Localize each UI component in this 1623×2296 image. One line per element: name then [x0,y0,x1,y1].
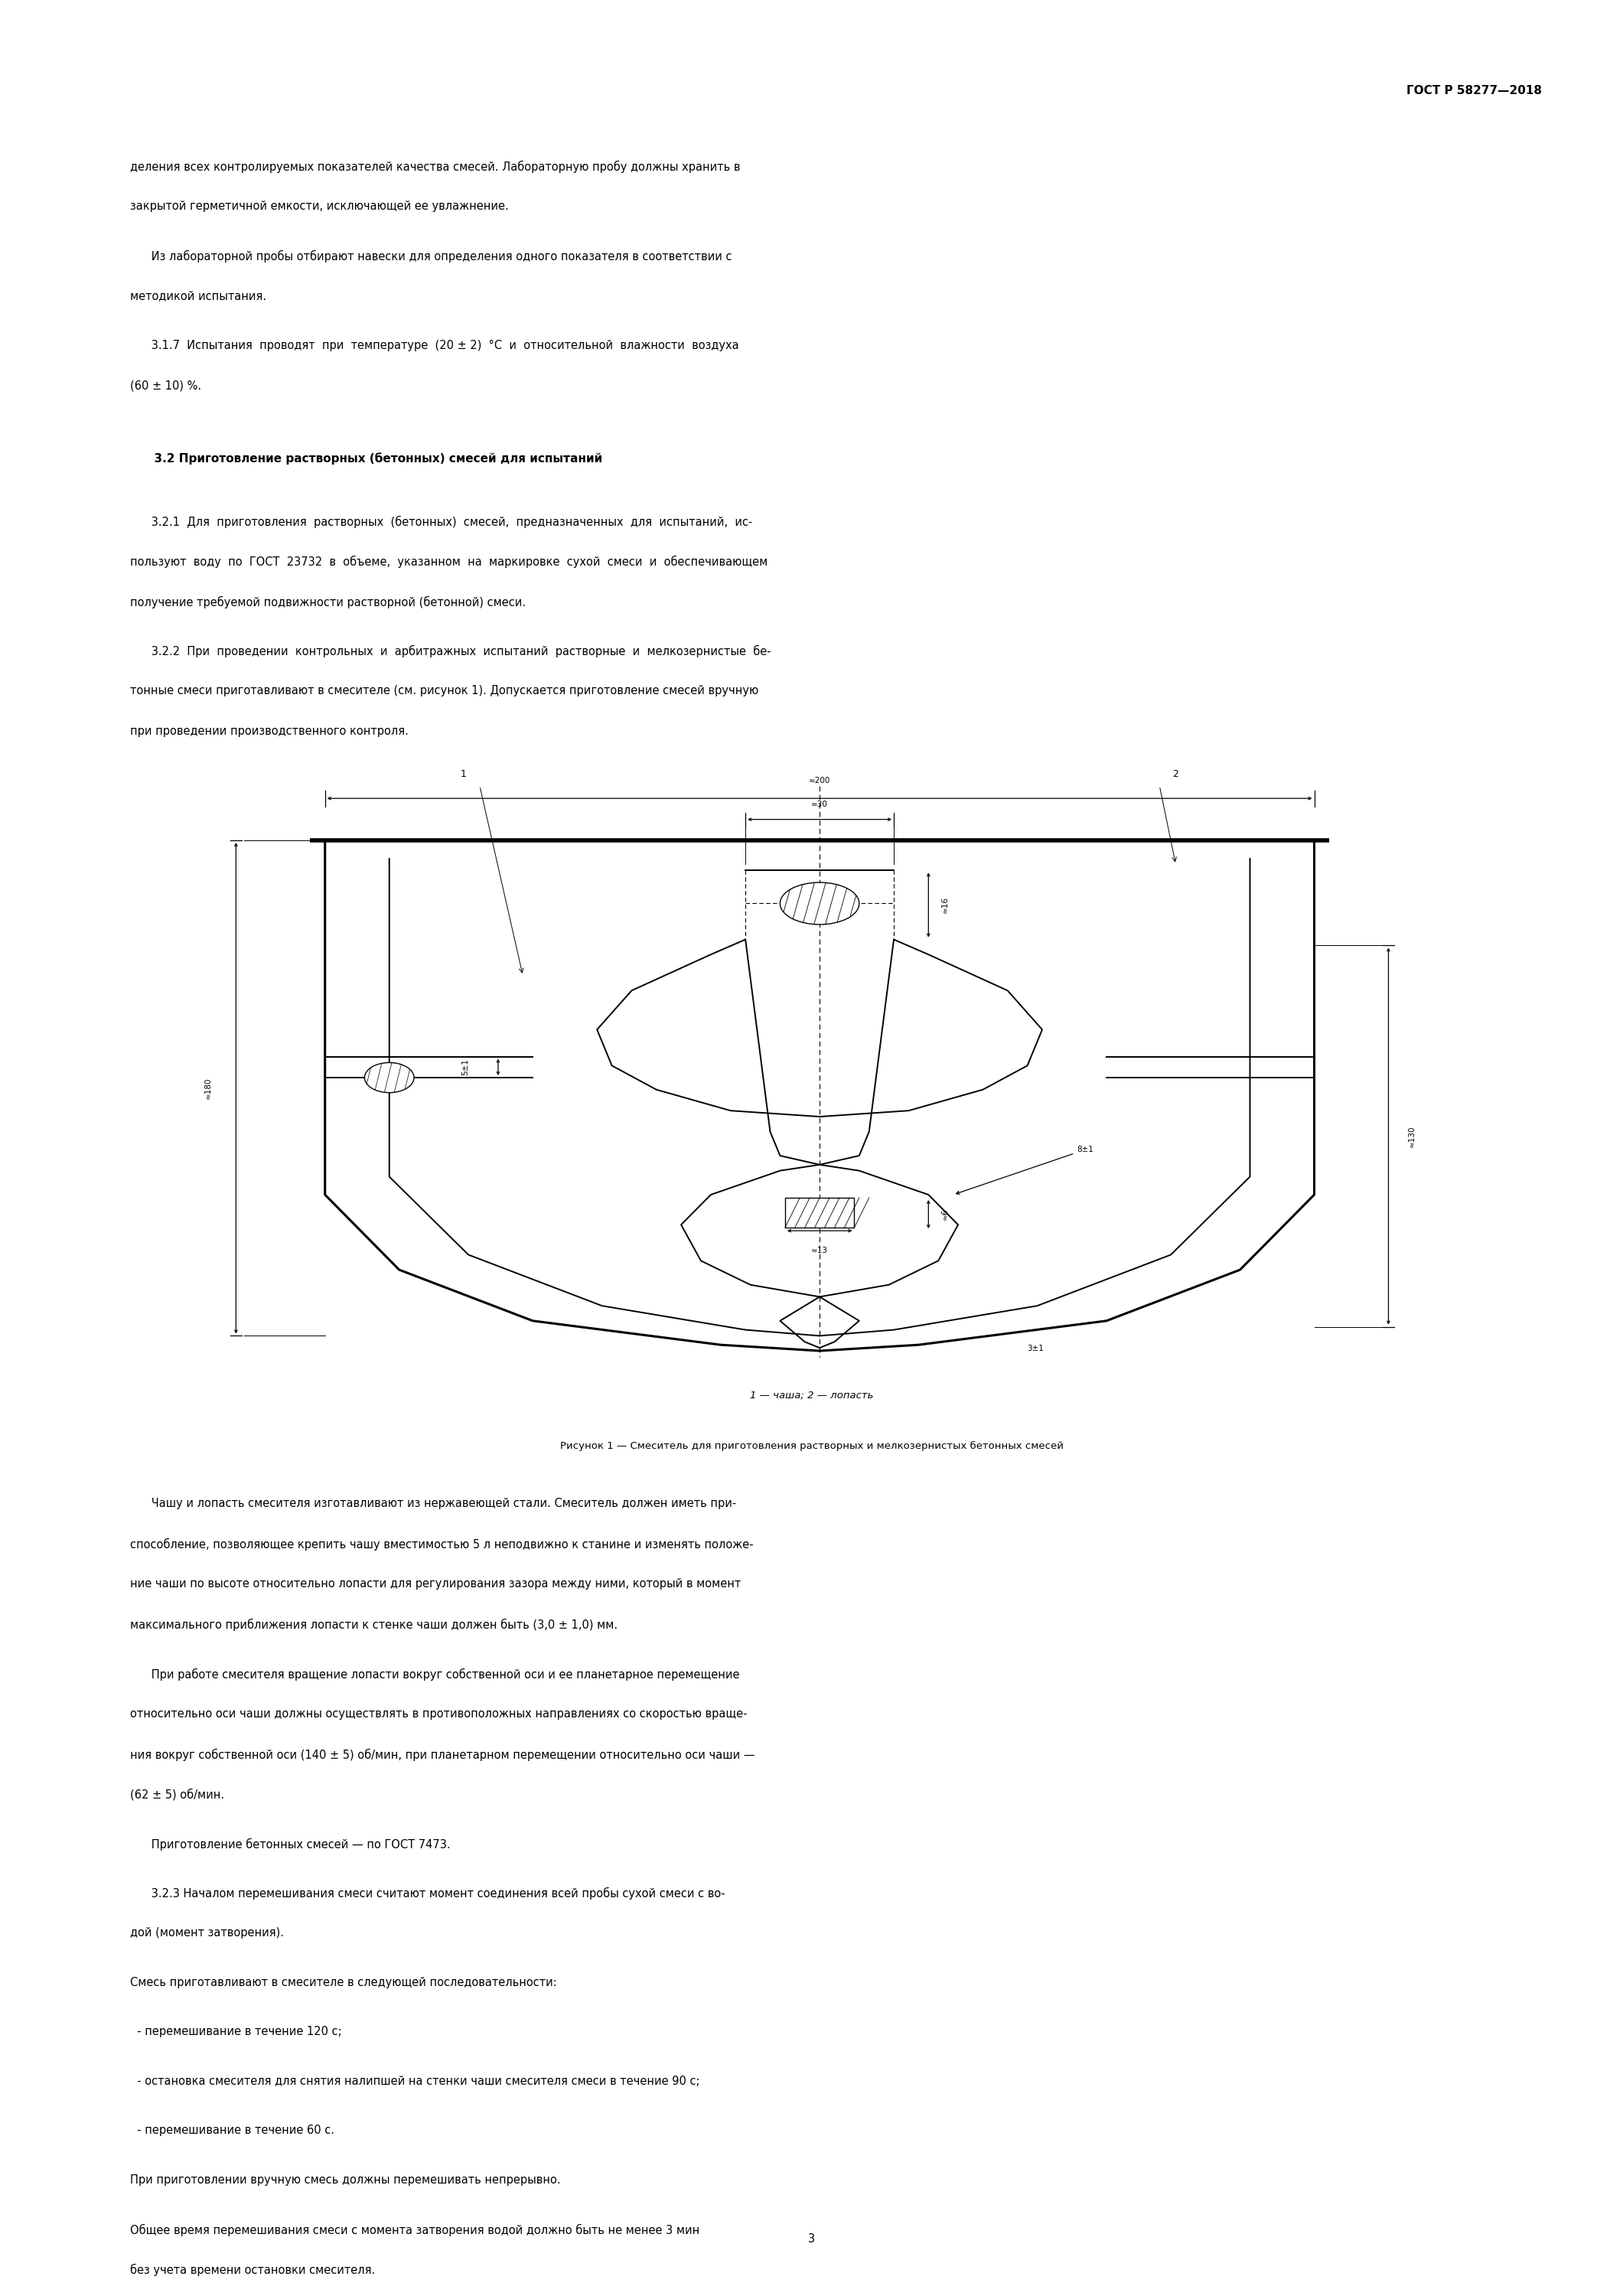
Text: 3.2 Приготовление растворных (бетонных) смесей для испытаний: 3.2 Приготовление растворных (бетонных) … [130,452,602,464]
Text: относительно оси чаши должны осуществлять в противоположных направлениях со скор: относительно оси чаши должны осуществлят… [130,1708,747,1720]
Text: методикой испытания.: методикой испытания. [130,289,266,301]
Text: ГОСТ Р 58277—2018: ГОСТ Р 58277—2018 [1407,85,1542,96]
Ellipse shape [365,1063,414,1093]
Text: 3: 3 [808,2232,815,2245]
Text: Чашу и лопасть смесителя изготавливают из нержавеющей стали. Смеситель должен им: Чашу и лопасть смесителя изготавливают и… [130,1497,737,1508]
Text: Из лабораторной пробы отбирают навески для определения одного показателя в соотв: Из лабораторной пробы отбирают навески д… [130,250,732,262]
Text: тонные смеси приготавливают в смесителе (см. рисунок 1). Допускается приготовлен: тонные смеси приготавливают в смесителе … [130,684,758,696]
Text: 3±1: 3±1 [1027,1345,1044,1352]
Text: ≈180: ≈180 [204,1077,211,1100]
Text: способление, позволяющее крепить чашу вместимостью 5 л неподвижно к станине и из: способление, позволяющее крепить чашу вм… [130,1538,753,1550]
Text: без учета времени остановки смесителя.: без учета времени остановки смесителя. [130,2264,375,2275]
Text: ния вокруг собственной оси (140 ± 5) об/мин, при планетарном перемещении относит: ния вокруг собственной оси (140 ± 5) об/… [130,1747,755,1761]
Text: (60 ± 10) %.: (60 ± 10) %. [130,379,201,390]
Text: 2: 2 [1173,769,1178,778]
Text: ≈13: ≈13 [812,1247,828,1254]
Text: При работе смесителя вращение лопасти вокруг собственной оси и ее планетарное пе: При работе смесителя вращение лопасти во… [130,1667,740,1681]
Text: 1 — чаша; 2 — лопасть: 1 — чаша; 2 — лопасть [750,1389,873,1401]
Text: Приготовление бетонных смесей — по ГОСТ 7473.: Приготовление бетонных смесей — по ГОСТ … [130,1837,450,1851]
Text: получение требуемой подвижности растворной (бетонной) смеси.: получение требуемой подвижности растворн… [130,595,526,608]
Ellipse shape [781,882,859,925]
Text: ≈6: ≈6 [941,1208,949,1219]
Text: ≈200: ≈200 [808,776,831,785]
Text: максимального приближения лопасти к стенке чаши должен быть (3,0 ± 1,0) мм.: максимального приближения лопасти к стен… [130,1619,617,1630]
Text: При приготовлении вручную смесь должны перемешивать непрерывно.: При приготовлении вручную смесь должны п… [130,2174,560,2186]
Text: при проведении производственного контроля.: при проведении производственного контрол… [130,726,409,737]
Text: деления всех контролируемых показателей качества смесей. Лабораторную пробу долж: деления всех контролируемых показателей … [130,161,740,172]
Text: дой (момент затворения).: дой (момент затворения). [130,1926,284,1938]
Text: - остановка смесителя для снятия налипшей на стенки чаши смесителя смеси в течен: - остановка смесителя для снятия налипше… [130,2076,700,2087]
Text: - перемешивание в течение 60 с.: - перемешивание в течение 60 с. [130,2124,334,2135]
Text: закрытой герметичной емкости, исключающей ее увлажнение.: закрытой герметичной емкости, исключающе… [130,200,508,211]
Text: Рисунок 1 — Смеситель для приготовления растворных и мелкозернистых бетонных сме: Рисунок 1 — Смеситель для приготовления … [560,1440,1063,1451]
Text: ≈30: ≈30 [812,801,828,808]
Text: 3.1.7  Испытания  проводят  при  температуре  (20 ± 2)  °C  и  относительной  вл: 3.1.7 Испытания проводят при температуре… [130,340,738,351]
Bar [786,1199,854,1228]
Text: 3.2.2  При  проведении  контрольных  и  арбитражных  испытаний  растворные  и  м: 3.2.2 При проведении контрольных и арбит… [130,645,771,657]
Text: 3.2.1  Для  приготовления  растворных  (бетонных)  смесей,  предназначенных  для: 3.2.1 Для приготовления растворных (бето… [130,514,751,528]
Text: Смесь приготавливают в смесителе в следующей последовательности:: Смесь приготавливают в смесителе в следу… [130,1977,557,1988]
Text: ≈130: ≈130 [1407,1125,1415,1148]
Text: 5±1: 5±1 [461,1058,469,1075]
Text: 8±1: 8±1 [956,1146,1094,1194]
Text: ние чаши по высоте относительно лопасти для регулирования зазора между ними, кот: ние чаши по высоте относительно лопасти … [130,1577,740,1589]
Text: 3.2.3 Началом перемешивания смеси считают момент соединения всей пробы сухой сме: 3.2.3 Началом перемешивания смеси считаю… [130,1887,725,1899]
Text: пользуют  воду  по  ГОСТ  23732  в  объеме,  указанном  на  маркировке  сухой  с: пользуют воду по ГОСТ 23732 в объеме, ук… [130,556,768,567]
Text: Общее время перемешивания смеси с момента затворения водой должно быть не менее : Общее время перемешивания смеси с момент… [130,2223,700,2236]
Text: ≈16: ≈16 [941,895,949,914]
Text: 1: 1 [461,769,466,778]
Text: - перемешивание в течение 120 с;: - перемешивание в течение 120 с; [130,2025,341,2037]
Text: (62 ± 5) об/мин.: (62 ± 5) об/мин. [130,1789,224,1800]
